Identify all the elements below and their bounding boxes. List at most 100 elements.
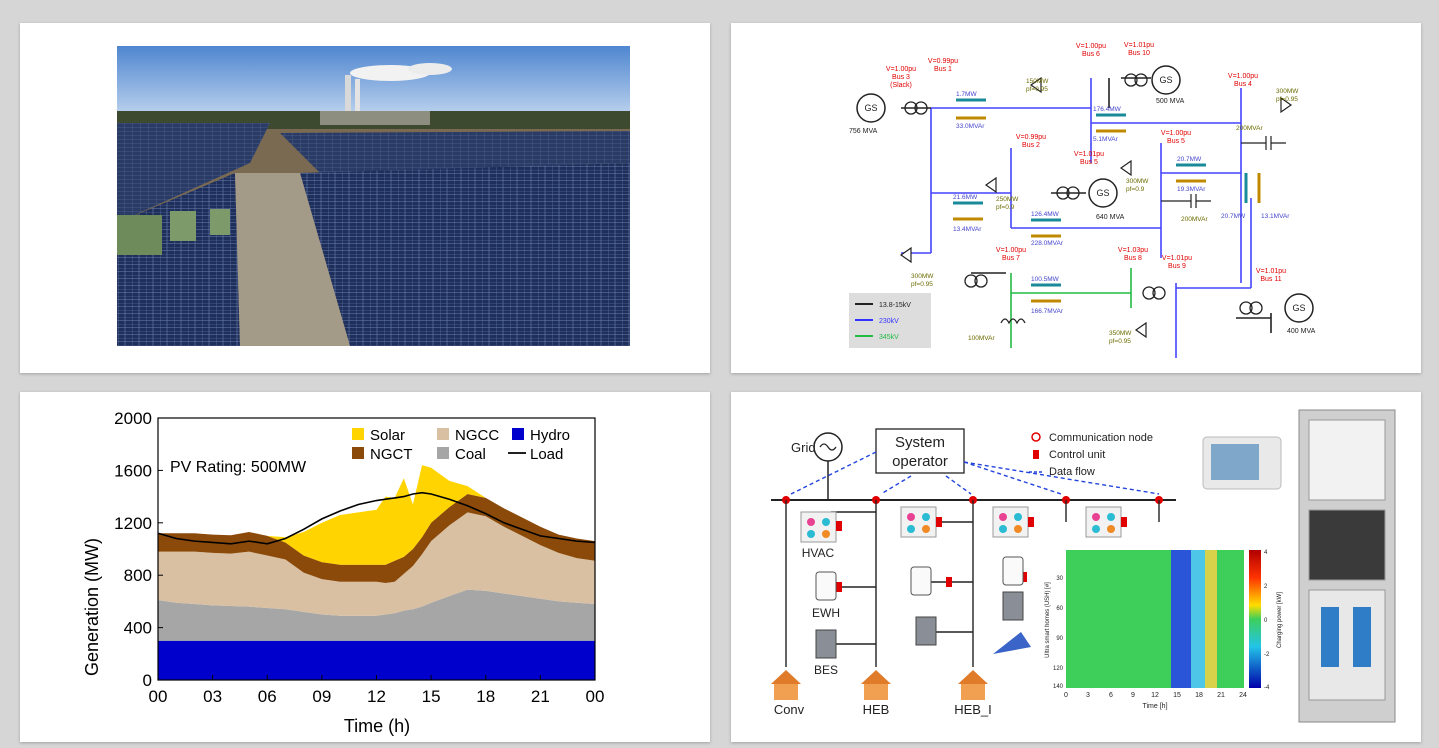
gen-label: GS (864, 103, 877, 113)
bus-voltage: V=1.01pu (1162, 255, 1192, 262)
x-tick-label: 15 (422, 687, 441, 706)
load-value: pf=0.95 (1026, 86, 1048, 93)
cbar-tick: -2 (1264, 652, 1270, 658)
operator-label: System (895, 434, 945, 451)
legend-label: 13.8-15kV (879, 302, 911, 309)
flow-value: 228.0MVAr (1031, 240, 1064, 247)
bus-voltage: V=1.00pu (886, 66, 916, 73)
x-axis-label: Time (h) (344, 716, 410, 736)
heatmap-xtick: 24 (1239, 692, 1247, 699)
legend-swatch-ngct (352, 447, 364, 459)
grid-diagram-panel: GS GS GS GS (731, 23, 1421, 373)
legend-label-ngcc: NGCC (455, 427, 499, 444)
flow-value: 20.7MW (1221, 213, 1246, 220)
heatmap-xtick: 6 (1109, 692, 1113, 699)
legend-swatch-hydro (512, 428, 524, 440)
capacitor-icon (1161, 136, 1286, 208)
generation-chart-panel: 0 400 800 1200 1600 2000 00 03 06 09 12 15 18 21 00 Ge… (20, 392, 710, 742)
bus-name: Bus 10 (1128, 50, 1150, 57)
heatmap-ytick: 60 (1056, 606, 1063, 612)
flow-value: 13.1MVAr (1261, 213, 1290, 220)
load-value: 300MW (1276, 88, 1299, 95)
gen-rating: 500 MVA (1156, 98, 1185, 105)
heatmap-colorbar (1249, 550, 1261, 688)
gen-rating: 756 MVA (849, 128, 878, 135)
load-value: 150MW (1026, 78, 1049, 85)
flow-value: 166.7MVAr (1031, 308, 1064, 315)
heatmap-plot (1066, 550, 1244, 688)
legend-item: Communication node (1049, 432, 1153, 444)
solar-farm-panel (20, 23, 710, 373)
heatmap-ytick: 120 (1053, 666, 1064, 672)
heatmap-xtick: 18 (1195, 692, 1203, 699)
pv-rating-annotation: PV Rating: 500MW (170, 459, 307, 476)
bus-name: Bus 2 (1022, 142, 1040, 149)
device-label: EWH (812, 606, 840, 620)
flow-value: 19.3MVAr (1177, 186, 1206, 193)
x-tick-label: 12 (367, 687, 386, 706)
legend-swatch-coal (437, 447, 449, 459)
control-unit-icon (836, 517, 1127, 592)
gen-rating: 640 MVA (1096, 214, 1125, 221)
water-heater-icon (815, 556, 1024, 601)
heatmap-xlabel: Time [h] (1142, 703, 1167, 710)
legend-swatch-ngcc (437, 428, 449, 440)
cbar-tick: 0 (1264, 618, 1268, 624)
cbar-tick: -4 (1264, 685, 1270, 691)
x-tick-label: 00 (149, 687, 168, 706)
area-solar (158, 465, 595, 565)
heatmap-xtick: 12 (1151, 692, 1159, 699)
legend-item: Data flow (1049, 466, 1095, 478)
bus-voltage: V=1.00pu (996, 247, 1026, 254)
y-tick-label: 400 (124, 619, 152, 638)
smart-home-diagram: Grid System operator (771, 409, 1396, 723)
flow-value: 5.1MVAr (1093, 136, 1119, 143)
x-tick-label: 18 (476, 687, 495, 706)
inductor-icon (1000, 318, 1026, 325)
shunt-value: 100MVAr (968, 335, 995, 342)
flow-value: 176.4MW (1093, 106, 1122, 113)
cbar-tick: 4 (1264, 550, 1268, 556)
gen-label: GS (1159, 75, 1172, 85)
load-value: 300MW (911, 273, 934, 280)
bus-name: Bus 7 (1002, 255, 1020, 262)
area-ngcc (158, 512, 595, 616)
bus-voltage: V=0.99pu (1016, 134, 1046, 141)
device-label: HVAC (802, 546, 835, 560)
y-axis-label: Generation (MW) (82, 538, 102, 676)
bus-name: Bus 1 (934, 66, 952, 73)
battery-icon (815, 591, 1024, 659)
load-arrow-icon (899, 76, 1293, 339)
shunt-value: 200MVAr (1236, 125, 1263, 132)
bus-voltage: V=1.00pu (1161, 130, 1191, 137)
legend-item: Control unit (1049, 449, 1105, 461)
area-ngct (158, 493, 595, 584)
x-tick-label: 03 (203, 687, 222, 706)
x-tick-label: 09 (312, 687, 331, 706)
load-value: pf=0.95 (911, 281, 933, 288)
flow-value: 20.7MW (1177, 156, 1202, 163)
flow-value: 21.6MW (953, 194, 978, 201)
heatmap-ytick: 140 (1053, 684, 1064, 690)
y-tick-label: 800 (124, 566, 152, 585)
area-hydro (158, 640, 595, 680)
cbar-tick: 2 (1264, 584, 1268, 590)
flow-value: 33.0MVAr (956, 123, 985, 130)
legend-label: 230kV (879, 318, 899, 325)
bus-voltage: V=1.01pu (1124, 42, 1154, 49)
transformer-icon (904, 73, 1263, 315)
bus-name: Bus 5 (1080, 159, 1098, 166)
chart-legend: Solar NGCC Hydro NGCT Coal Load (352, 427, 570, 463)
bus-name: Bus 4 (1234, 81, 1252, 88)
home-label: HEB_I (954, 702, 992, 717)
y-tick-label: 2000 (114, 409, 152, 428)
load-value: 350MW (1109, 330, 1132, 337)
heatmap-ytick: 30 (1056, 576, 1063, 582)
bus-name: Bus 5 (1167, 138, 1185, 145)
legend-label-load: Load (530, 446, 563, 463)
legend-swatch-solar (352, 428, 364, 440)
x-tick-label: 00 (586, 687, 605, 706)
bus-voltage: V=1.03pu (1118, 247, 1148, 254)
heatmap-xtick: 3 (1086, 692, 1090, 699)
legend-label-solar: Solar (370, 427, 405, 444)
